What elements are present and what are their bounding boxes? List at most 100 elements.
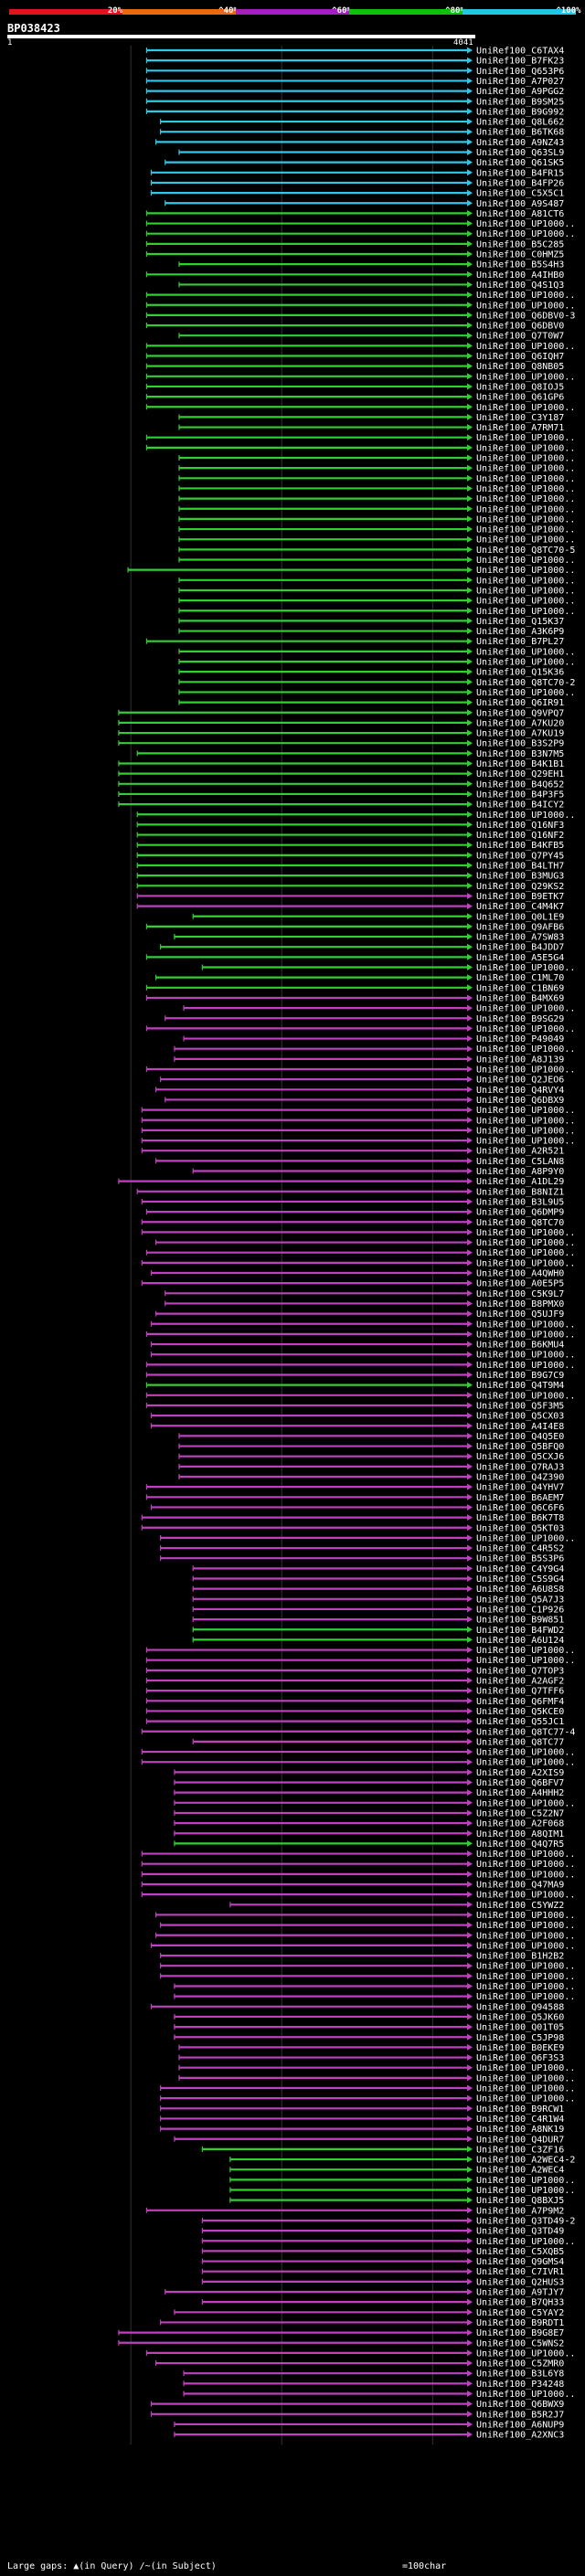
- hit-label[interactable]: UniRef100_B4Q652: [476, 779, 564, 790]
- hit-label[interactable]: UniRef100_Q4S1Q3: [476, 281, 564, 291]
- hit-label[interactable]: UniRef100_B1H2B2: [476, 1952, 564, 1962]
- hit-label[interactable]: UniRef100_UP1000..: [476, 2348, 575, 2359]
- hit-label[interactable]: UniRef100_UP1000..: [476, 658, 575, 668]
- hit-label[interactable]: UniRef100_UP1000..: [476, 1748, 575, 1758]
- hit-label[interactable]: UniRef100_UP1000..: [476, 1962, 575, 1972]
- hit-label[interactable]: UniRef100_B9RDT1: [476, 2318, 564, 2328]
- hit-label[interactable]: UniRef100_B4FR15: [476, 168, 564, 178]
- hit-label[interactable]: UniRef100_Q6DMP9: [476, 1208, 564, 1218]
- hit-label[interactable]: UniRef100_Q653P6: [476, 67, 564, 77]
- hit-label[interactable]: UniRef100_Q15K36: [476, 668, 564, 678]
- hit-label[interactable]: UniRef100_UP1000..: [476, 443, 575, 453]
- hit-label[interactable]: UniRef100_C5Z2N7: [476, 1808, 564, 1818]
- hit-label[interactable]: UniRef100_Q01T05: [476, 2023, 564, 2033]
- hit-label[interactable]: UniRef100_UP1000..: [476, 514, 575, 525]
- hit-label[interactable]: UniRef100_UP1000..: [476, 1248, 575, 1258]
- hit-label[interactable]: UniRef100_UP1000..: [476, 494, 575, 504]
- hit-label[interactable]: UniRef100_A2AGF2: [476, 1677, 564, 1687]
- hit-label[interactable]: UniRef100_UP1000..: [476, 576, 575, 586]
- hit-label[interactable]: UniRef100_A4I4E8: [476, 1422, 564, 1432]
- hit-label[interactable]: UniRef100_Q9VPQ7: [476, 708, 564, 718]
- hit-label[interactable]: UniRef100_C5S9G4: [476, 1574, 564, 1585]
- hit-label[interactable]: UniRef100_UP1000..: [476, 1850, 575, 1860]
- hit-label[interactable]: UniRef100_B7FK23: [476, 57, 564, 67]
- hit-label[interactable]: UniRef100_UP1000..: [476, 342, 575, 352]
- hit-label[interactable]: UniRef100_B5C285: [476, 239, 564, 249]
- hit-label[interactable]: UniRef100_UP1000..: [476, 2390, 575, 2400]
- hit-label[interactable]: UniRef100_B3N7M5: [476, 749, 564, 759]
- hit-label[interactable]: UniRef100_Q5F3M5: [476, 1401, 564, 1411]
- hit-label[interactable]: UniRef100_B6AEM7: [476, 1493, 564, 1503]
- hit-label[interactable]: UniRef100_UP1000..: [476, 647, 575, 657]
- hit-label[interactable]: UniRef100_B4KFB5: [476, 841, 564, 851]
- hit-label[interactable]: UniRef100_Q63SL9: [476, 148, 564, 158]
- hit-label[interactable]: UniRef100_A8J139: [476, 1055, 564, 1065]
- hit-label[interactable]: UniRef100_Q4RVY4: [476, 1086, 564, 1096]
- hit-label[interactable]: UniRef100_Q7RAJ3: [476, 1462, 564, 1472]
- hit-label[interactable]: UniRef100_Q8IOJ5: [476, 382, 564, 392]
- hit-label[interactable]: UniRef100_Q61GP6: [476, 393, 564, 403]
- hit-label[interactable]: UniRef100_A7RM71: [476, 423, 564, 433]
- hit-label[interactable]: UniRef100_Q6BWX9: [476, 2400, 564, 2410]
- hit-label[interactable]: UniRef100_C1P926: [476, 1605, 564, 1615]
- hit-label[interactable]: UniRef100_B0EKE9: [476, 2043, 564, 2053]
- hit-label[interactable]: UniRef100_C3Y187: [476, 413, 564, 423]
- hit-label[interactable]: UniRef100_UP1000..: [476, 1860, 575, 1870]
- hit-label[interactable]: UniRef100_Q2HUS3: [476, 2277, 564, 2287]
- hit-label[interactable]: UniRef100_UP1000..: [476, 1126, 575, 1136]
- hit-label[interactable]: UniRef100_A2R521: [476, 1147, 564, 1157]
- hit-label[interactable]: UniRef100_Q5CX03: [476, 1412, 564, 1422]
- hit-label[interactable]: UniRef100_B6KMU4: [476, 1341, 564, 1351]
- hit-label[interactable]: UniRef100_A4HHH2: [476, 1788, 564, 1798]
- hit-label[interactable]: UniRef100_Q4YHV7: [476, 1483, 564, 1493]
- hit-label[interactable]: UniRef100_A7SW83: [476, 933, 564, 943]
- hit-label[interactable]: UniRef100_A7P9M2: [476, 2206, 564, 2216]
- hit-label[interactable]: UniRef100_B6TK68: [476, 128, 564, 138]
- hit-label[interactable]: UniRef100_C3ZF16: [476, 2145, 564, 2155]
- hit-label[interactable]: UniRef100_B3L6Y8: [476, 2369, 564, 2380]
- hit-label[interactable]: UniRef100_B4MX69: [476, 993, 564, 1003]
- hit-label[interactable]: UniRef100_B8NIZ1: [476, 1187, 564, 1197]
- hit-label[interactable]: UniRef100_C5X5C1: [476, 189, 564, 199]
- hit-label[interactable]: UniRef100_UP1000..: [476, 688, 575, 698]
- hit-label[interactable]: UniRef100_B9G7C9: [476, 1371, 564, 1381]
- hit-label[interactable]: UniRef100_Q6FMF4: [476, 1697, 564, 1707]
- hit-label[interactable]: UniRef100_Q8L662: [476, 118, 564, 128]
- hit-label[interactable]: UniRef100_UP1000..: [476, 1646, 575, 1656]
- hit-label[interactable]: UniRef100_UP1000..: [476, 2073, 575, 2083]
- hit-label[interactable]: UniRef100_Q5JK60: [476, 2012, 564, 2022]
- hit-label[interactable]: UniRef100_UP1000..: [476, 1004, 575, 1014]
- hit-label[interactable]: UniRef100_C1BN69: [476, 983, 564, 993]
- hit-label[interactable]: UniRef100_B4P3F5: [476, 790, 564, 800]
- hit-label[interactable]: UniRef100_A2WEC4: [476, 2166, 564, 2176]
- hit-label[interactable]: UniRef100_A81CT6: [476, 209, 564, 219]
- hit-label[interactable]: UniRef100_Q8BXJ5: [476, 2196, 564, 2206]
- hit-label[interactable]: UniRef100_UP1000..: [476, 474, 575, 484]
- hit-label[interactable]: UniRef100_B4LTH7: [476, 862, 564, 872]
- hit-label[interactable]: UniRef100_Q9AFB6: [476, 922, 564, 932]
- hit-label[interactable]: UniRef100_C4Y9G4: [476, 1564, 564, 1574]
- hit-label[interactable]: UniRef100_UP1000..: [476, 291, 575, 301]
- hit-label[interactable]: UniRef100_UP1000..: [476, 2094, 575, 2104]
- hit-label[interactable]: UniRef100_UP1000..: [476, 1798, 575, 1808]
- hit-label[interactable]: UniRef100_UP1000..: [476, 535, 575, 546]
- hit-label[interactable]: UniRef100_UP1000..: [476, 433, 575, 443]
- hit-label[interactable]: UniRef100_A9PGG2: [476, 87, 564, 97]
- hit-label[interactable]: UniRef100_Q8TC70-2: [476, 678, 575, 688]
- hit-label[interactable]: UniRef100_UP1000..: [476, 1065, 575, 1076]
- hit-label[interactable]: UniRef100_UP1000..: [476, 1758, 575, 1768]
- hit-label[interactable]: UniRef100_UP1000..: [476, 504, 575, 514]
- hit-label[interactable]: UniRef100_B4K1B1: [476, 759, 564, 769]
- hit-label[interactable]: UniRef100_A3K6P9: [476, 627, 564, 637]
- hit-label[interactable]: UniRef100_A9TJY7: [476, 2288, 564, 2298]
- hit-label[interactable]: UniRef100_C5YWZ2: [476, 1901, 564, 1911]
- hit-label[interactable]: UniRef100_UP1000..: [476, 556, 575, 566]
- hit-label[interactable]: UniRef100_UP1000..: [476, 597, 575, 607]
- hit-label[interactable]: UniRef100_C5K9L7: [476, 1289, 564, 1299]
- hit-label[interactable]: UniRef100_Q6DBV0: [476, 322, 564, 332]
- hit-label[interactable]: UniRef100_UP1000..: [476, 1361, 575, 1371]
- hit-label[interactable]: UniRef100_Q8TC70-5: [476, 546, 575, 556]
- hit-label[interactable]: UniRef100_A9S487: [476, 199, 564, 209]
- hit-label[interactable]: UniRef100_B9ETK7: [476, 892, 564, 902]
- hit-label[interactable]: UniRef100_B9G992: [476, 107, 564, 117]
